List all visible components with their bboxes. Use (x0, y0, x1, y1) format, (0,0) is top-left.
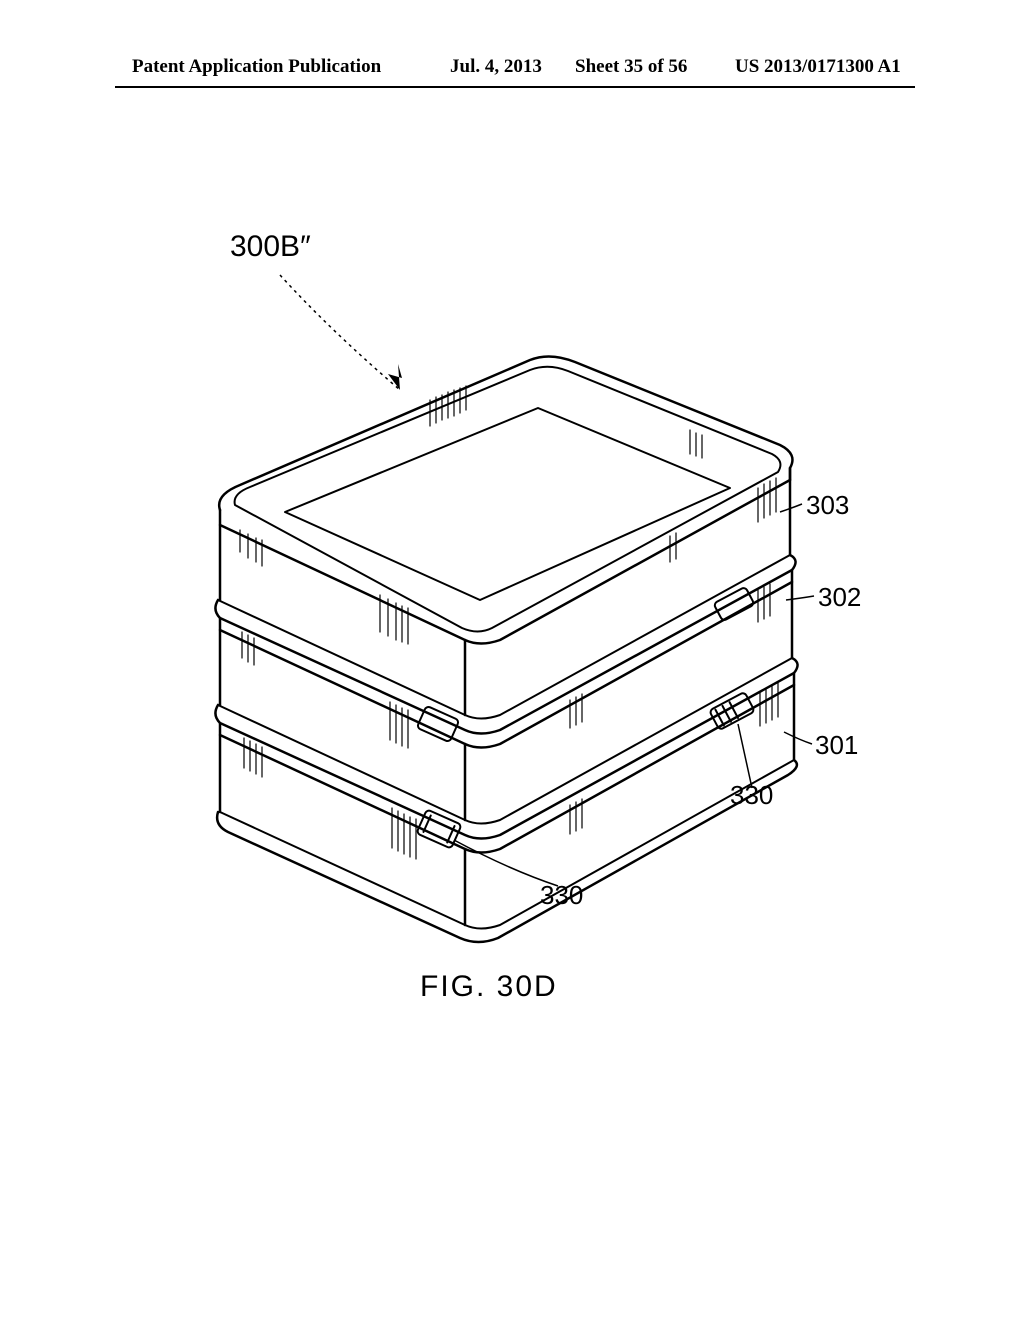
publication-date: Jul. 4, 2013 (450, 56, 542, 78)
header-rule (115, 86, 915, 88)
figure-caption: FIG. 30D (420, 970, 558, 1004)
reference-330-front: 330 (540, 880, 583, 911)
reference-302: 302 (818, 582, 861, 613)
figure-30d: 300B″ (130, 230, 900, 1050)
publication-type: Patent Application Publication (132, 56, 381, 78)
reference-301: 301 (815, 730, 858, 761)
reference-330-right: 330 (730, 780, 773, 811)
sheet-number: Sheet 35 of 56 (575, 56, 687, 78)
publication-number: US 2013/0171300 A1 (735, 56, 901, 78)
stacked-trays-drawing (130, 230, 900, 950)
reference-303: 303 (806, 490, 849, 521)
